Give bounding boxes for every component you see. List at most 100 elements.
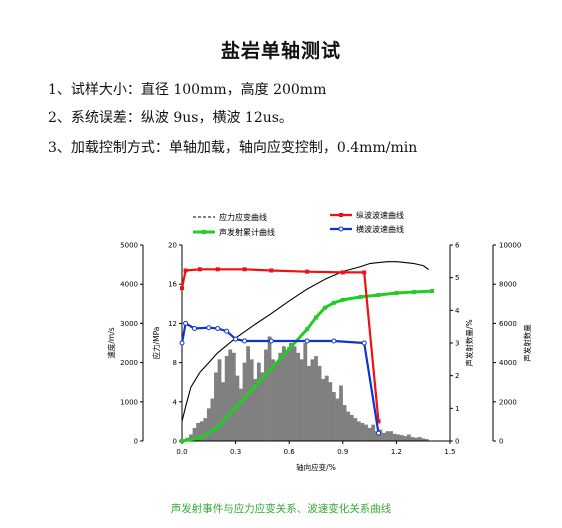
ae-count-bar [289,343,293,441]
x-tick-label: 1.5 [444,448,455,456]
s-wave-curve-point [361,340,367,346]
ae-events-tick-label: 6000 [499,320,517,328]
velocity-tick-label: 3000 [120,320,138,328]
ae-count-bar [324,375,329,441]
s-wave-curve-point [179,340,185,346]
s-wave-curve-point [268,338,274,344]
velocity-tick-label: 2000 [120,359,138,367]
x-tick-label: 0.0 [176,448,187,456]
stress-strain-ae-chart: 0.0 0.3 0.6 0.9 1.2 1.5轴向应变/%0100020003000400… [106,210,532,472]
ae-events-tick-label: 10000 [499,242,521,250]
ae-count-bar [424,439,429,441]
ae-count-bar [292,346,297,441]
ae-count-tick-label: 1 [455,405,459,413]
legend-stress-strain-label: 应力应变曲线 [219,212,267,222]
legend-p-wave-label: 纵波波速曲线 [356,210,404,220]
ae-count-bar [231,352,236,441]
ae-count-bar [321,378,326,441]
ae-count-bar [353,418,358,441]
ae-count-axis-title: 声发射数量/% [464,319,474,366]
ae-count-bar [392,433,397,441]
stress-strain-curve [181,261,429,422]
ae-count-bar [381,432,386,441]
ae-count-bar [367,427,372,441]
ae-cumulative-curve-point [314,315,318,320]
ae-count-bar [281,346,286,441]
p-wave-curve-point [340,270,345,275]
figure-caption: 声发射事件与应力应变关系、波速变化关系曲线 [170,503,392,515]
ae-count-bar [303,343,308,441]
p-wave-curve [180,268,380,422]
legend-p-wave: 纵波波速曲线 [330,210,404,220]
ae-count-bar [421,438,426,441]
s-wave-curve-point [224,328,230,334]
p-wave-curve-point [180,286,184,291]
ae-count-bar [403,436,408,441]
ae-count-bar [335,398,340,441]
x-axis-title: 轴向应变/% [296,462,336,472]
ae-cumulative-curve-point [340,297,345,302]
legend-s-wave: 横波波速曲线 [330,224,404,234]
s-wave-curve-point [242,338,248,344]
ae-count-tick-label: 5 [455,274,459,282]
ae-cumulative-curve-point [269,366,274,371]
legend-stress-strain: 应力应变曲线 [193,212,267,222]
stress-tick-label: 8 [173,359,177,367]
stress-tick-label: 16 [168,281,177,289]
ae-events-tick-label: 4000 [499,359,517,367]
spec-line-error: 2、系统误差：纵波 9us，横波 12us。 [48,110,293,126]
ae-count-bar [349,414,354,441]
ae-count-bar [253,378,258,441]
ae-count-bar [206,408,211,441]
ae-count-bars [185,336,429,441]
stress-tick-label: 12 [168,320,177,328]
ae-count-bar [192,427,197,441]
ae-cumulative-curve-point [322,305,327,310]
x-tick-label: 0.9 [337,448,348,456]
ae-count-bar [364,424,368,441]
ae-count-bar [407,434,411,441]
s-wave-curve-point [304,338,310,344]
p-wave-curve-point [197,267,202,272]
ae-cumulative-curve-point [233,405,238,410]
ae-cumulative-curve-point [287,346,292,351]
x-tick-label: 0.3 [230,448,241,456]
legend-ae-cumulative-marker [202,230,206,234]
ae-cumulative-curve-point [251,386,256,391]
p-wave-curve-point [183,268,188,273]
velocity-tick-label: 1000 [120,398,138,406]
velocity-tick-label: 0 [134,438,138,446]
stress-axis-title: 应力/MPa [151,327,161,360]
ae-count-bar [310,359,315,441]
stress-tick-label: 4 [173,398,178,406]
s-wave-curve-point [233,336,239,342]
p-wave-curve-point [362,270,367,275]
ae-cumulative-curve-point [331,300,336,305]
ae-count-bar [374,431,379,441]
x-tick-label: 0.6 [284,448,296,456]
velocity-axis-title: 速度/m/s [106,327,116,358]
ae-events-tick-label: 8000 [499,281,517,289]
p-wave-curve-point [215,267,220,272]
ae-events-axis-title: 声发射数量 [522,324,532,362]
ae-count-bar [242,362,247,441]
ae-count-bar [285,349,290,441]
ae-count-bar [224,356,229,441]
ae-count-bar [203,418,208,441]
chart-series [179,261,435,443]
ae-count-bar [371,424,376,441]
ae-count-bar [385,431,390,441]
ae-count-bar [328,382,333,441]
ae-cumulative-curve-point [180,439,184,443]
ae-count-bar [410,437,415,441]
s-wave-curve-point [206,325,212,331]
stress-tick-label: 0 [173,438,177,446]
ae-count-bar [399,435,404,441]
ae-cumulative-curve-point [305,327,310,332]
spec-line-size: 1、试样大小：直径 100mm，高度 200mm [48,82,327,98]
ae-count-bar [278,352,283,441]
ae-count-bar [314,356,318,441]
s-wave-curve-point [215,325,221,331]
ae-count-bar [339,385,343,441]
